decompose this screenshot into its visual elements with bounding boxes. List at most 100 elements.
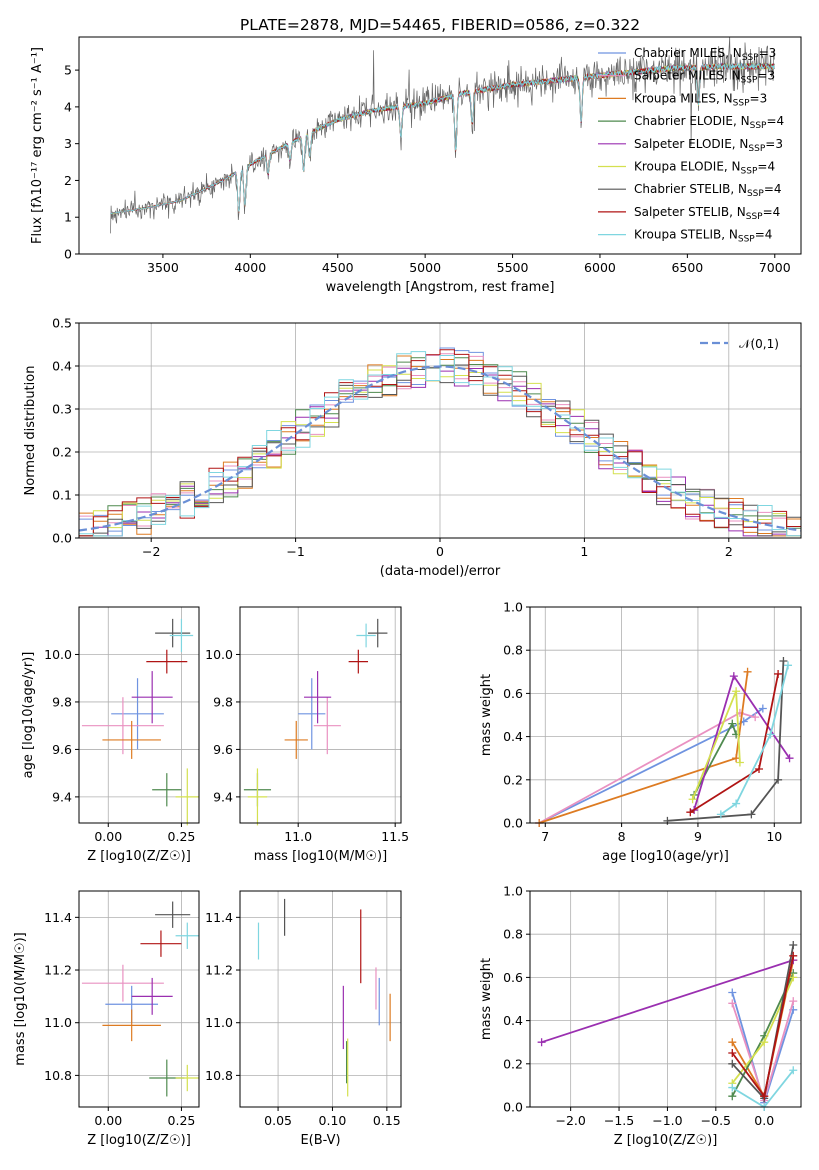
legend-label-main: Kroupa MILES, N — [634, 91, 733, 105]
weight-line-salpeter-elodie — [693, 674, 791, 811]
weight-marker-chabrier-stelib — [747, 810, 756, 819]
axes-age_vs_Z: 0.00 0.25 9.4 9.6 9.8 10.0 Z [log10(Z/Z☉)] age … — [21, 606, 200, 864]
weight-marker-kroupa-stelib — [732, 799, 741, 808]
weight-line-kroupa-stelib — [720, 665, 789, 816]
tick-label-x: 0.00 — [94, 1113, 122, 1128]
tick-label-x: 0 — [436, 544, 444, 559]
tick-label-x: −2 — [142, 544, 160, 559]
weight-marker-kroupa-elodie — [732, 687, 741, 696]
tick-label-x: 0.25 — [168, 829, 196, 844]
weight-marker-chabrier-stelib — [663, 816, 672, 825]
tick-label-y: 11.2 — [44, 963, 72, 978]
figure-title: PLATE=2878, MJD=54465, FIBERID=0586, z=0… — [240, 16, 640, 34]
weight-marker-chabrier-stelib — [779, 657, 788, 665]
tick-label-y: 0.8 — [503, 927, 523, 942]
tick-label-y: 0.0 — [52, 531, 72, 546]
legend-label-kroupa-stelib: Kroupa STELIB, NSSP=4 — [634, 228, 772, 245]
tick-label-y: 10.8 — [205, 1068, 233, 1083]
weight-marker-chabrier-stelib — [774, 775, 783, 784]
tick-label-x: 1 — [580, 544, 588, 559]
legend-label-kroupa-miles: Kroupa MILES, NSSP=3 — [634, 91, 767, 108]
tick-label-y: 11.4 — [205, 910, 233, 925]
legend-label-chabrier-miles: Chabrier MILES, NSSP=3 — [634, 46, 776, 63]
weight-marker-kroupa-stelib — [766, 730, 775, 739]
legend-label-tail: =4 — [766, 114, 784, 128]
legend-label-main: Salpeter ELODIE, N — [634, 137, 748, 151]
tick-label-y: 0.4 — [52, 359, 72, 374]
weight-marker-salpeter-miles — [789, 997, 798, 1006]
legend-label-tail: =3 — [750, 91, 768, 105]
weight-line-salpeter-miles — [731, 1000, 795, 1104]
legend-label-salpeter-elodie: Salpeter ELODIE, NSSP=3 — [634, 137, 783, 154]
legend-label-tail: =4 — [763, 205, 781, 219]
weight-marker-salpeter-elodie — [729, 672, 738, 681]
tick-label-y: 3 — [64, 136, 72, 151]
axes-mass_vs_Z: 0.00 0.25 10.8 11.0 11.2 11.4 Z [log10(Z/Z☉)] m… — [13, 890, 200, 1148]
legend-label-salpeter-stelib: Salpeter STELIB, NSSP=4 — [634, 205, 780, 222]
tick-label-x: 4500 — [322, 260, 354, 275]
legend-label-tail: =4 — [755, 228, 773, 242]
legend-label-tail: =3 — [757, 69, 775, 83]
weight-marker-kroupa-elodie — [688, 795, 697, 804]
axes-frame — [78, 606, 200, 824]
tick-label-x: 0.10 — [319, 1113, 347, 1128]
weight-marker-chabrier-stelib — [728, 1059, 737, 1068]
weight-line-chabrier-miles — [731, 992, 795, 1106]
tick-label-x: −2.0 — [555, 1113, 585, 1128]
tick-label-x: −1.0 — [652, 1113, 682, 1128]
axes-frame — [239, 890, 402, 1108]
legend-label-chabrier-stelib: Chabrier STELIB, NSSP=4 — [634, 182, 782, 199]
tick-label-x: 7 — [541, 829, 549, 844]
weight-marker-salpeter-elodie — [785, 754, 794, 763]
weight-line-chabrier-miles — [538, 707, 764, 824]
histogram-kroupa-stelib — [79, 351, 801, 537]
weight-line-kroupa-stelib — [731, 1069, 795, 1109]
axes-frame — [239, 606, 402, 824]
weight-marker-salpeter-stelib — [755, 765, 764, 773]
weight-line-kroupa-elodie — [691, 690, 741, 800]
weight-marker-kroupa-stelib — [784, 661, 793, 670]
tick-label-x: 0.25 — [168, 1113, 196, 1128]
weight-marker-salpeter-stelib — [686, 808, 695, 817]
tick-label-y: 0.6 — [503, 686, 523, 701]
tick-label-y: 11.4 — [44, 910, 72, 925]
weight-marker-kroupa-stelib — [789, 1066, 798, 1075]
tick-label-x: 9 — [694, 829, 702, 844]
legend-label-sub: SSP — [747, 189, 764, 199]
axes-spectrum: 3500 4000 4500 5000 5500 6000 6500 7000 0 1 2 3 4 5 wa… — [30, 36, 802, 295]
weight-marker-chabrier-elodie — [728, 1092, 737, 1101]
legend-label-tail: =3 — [759, 46, 777, 60]
weight-line-kroupa-miles — [731, 959, 795, 1099]
spectrum-model-kroupa-stelib — [110, 62, 775, 215]
weight-marker-kroupa-elodie — [760, 1038, 769, 1047]
legend-label-main: Kroupa ELODIE, N — [634, 160, 741, 174]
tick-label-y: 9.6 — [52, 742, 72, 757]
weight-marker-kroupa-miles — [743, 667, 752, 676]
legend-label-salpeter-miles: Salpeter MILES, NSSP=3 — [634, 69, 775, 86]
axes-weight_vs_Z: −2.0 −1.5 −1.0 −0.5 0.0 0.0 0.2 0.4 0.6 0.8 1.0 Z [… — [479, 884, 802, 1148]
tick-label-y: 11.0 — [205, 1015, 233, 1030]
legend-label-sub: SSP — [750, 121, 767, 131]
x-axis-label: (data-model)/error — [380, 564, 501, 579]
tick-label-x: 10 — [766, 829, 782, 844]
legend-label-tail: =3 — [765, 137, 783, 151]
tick-label-y: 9.4 — [213, 789, 233, 804]
axes-frame — [529, 606, 802, 824]
tick-label-y: 9.8 — [52, 694, 72, 709]
x-axis-label: Z [log10(Z/Z☉)] — [87, 849, 191, 864]
tick-label-y: 10.8 — [44, 1068, 72, 1083]
tick-label-x: 0.00 — [94, 829, 122, 844]
y-axis-label: age [log10(age/yr)] — [21, 652, 36, 779]
weight-marker-kroupa-stelib — [716, 810, 725, 819]
x-axis-label: Z [log10(Z/Z☉)] — [614, 1133, 718, 1148]
tick-label-x: 0.15 — [373, 1113, 401, 1128]
weight-marker-kroupa-stelib — [728, 1083, 737, 1092]
tick-label-x: 5500 — [497, 260, 529, 275]
axes-frame — [529, 890, 802, 1108]
y-axis-label: mass [log10(M/M☉)] — [13, 932, 28, 1065]
weight-marker-kroupa-miles — [728, 1038, 737, 1047]
tick-label-y: 0.8 — [503, 643, 523, 658]
weight-marker-salpeter-stelib — [760, 1092, 769, 1101]
tick-label-x: 4000 — [234, 260, 266, 275]
tick-label-y: 9.6 — [213, 742, 233, 757]
